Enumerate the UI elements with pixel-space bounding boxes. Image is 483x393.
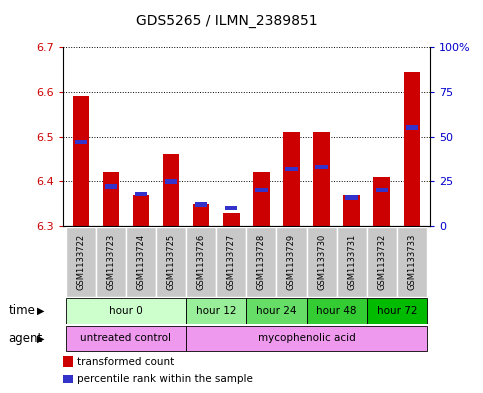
Bar (307, 298, 367, 324)
Bar (406, 125, 418, 130)
Bar (186, 227, 216, 297)
Bar (285, 167, 298, 171)
Text: percentile rank within the sample: percentile rank within the sample (77, 374, 253, 384)
Bar (75, 140, 87, 144)
Bar (345, 195, 358, 200)
Bar (165, 179, 177, 184)
Bar (253, 173, 270, 226)
Bar (343, 195, 360, 226)
Text: hour 72: hour 72 (377, 306, 417, 316)
Bar (96, 227, 126, 297)
Bar (367, 227, 397, 297)
Bar (397, 227, 427, 297)
Bar (375, 188, 388, 193)
Bar (313, 132, 330, 226)
Bar (133, 195, 149, 226)
Bar (403, 72, 420, 226)
Bar (216, 227, 246, 297)
Bar (276, 227, 307, 297)
Bar (223, 213, 240, 226)
Bar (66, 298, 186, 324)
Text: transformed count: transformed count (77, 357, 174, 367)
Bar (367, 298, 427, 324)
Bar (195, 202, 207, 207)
Bar (315, 165, 328, 169)
Bar (255, 188, 268, 193)
Bar (163, 154, 179, 226)
Bar (126, 227, 156, 297)
Bar (186, 298, 246, 324)
Text: ▶: ▶ (37, 306, 45, 316)
Bar (66, 325, 186, 351)
Text: hour 12: hour 12 (196, 306, 237, 316)
Text: ▶: ▶ (37, 333, 45, 343)
Text: untreated control: untreated control (81, 333, 171, 343)
Text: GSM1133727: GSM1133727 (227, 233, 236, 290)
Bar (337, 227, 367, 297)
Bar (103, 173, 119, 226)
Bar (307, 227, 337, 297)
Text: GSM1133729: GSM1133729 (287, 234, 296, 290)
Bar (246, 298, 307, 324)
Text: GSM1133723: GSM1133723 (106, 233, 115, 290)
Bar (193, 204, 210, 226)
Text: GSM1133724: GSM1133724 (137, 234, 145, 290)
Bar (283, 132, 300, 226)
Text: hour 24: hour 24 (256, 306, 297, 316)
Bar (373, 177, 390, 226)
Bar (135, 191, 147, 196)
Text: GDS5265 / ILMN_2389851: GDS5265 / ILMN_2389851 (136, 14, 318, 28)
Text: GSM1133725: GSM1133725 (167, 234, 176, 290)
Bar (72, 96, 89, 226)
Bar (156, 227, 186, 297)
Text: GSM1133728: GSM1133728 (257, 233, 266, 290)
Bar (186, 325, 427, 351)
Bar (225, 206, 238, 210)
Text: hour 48: hour 48 (316, 306, 357, 316)
Text: GSM1133732: GSM1133732 (377, 233, 386, 290)
Text: agent: agent (8, 332, 43, 345)
Text: GSM1133731: GSM1133731 (347, 233, 356, 290)
Text: GSM1133730: GSM1133730 (317, 233, 326, 290)
Bar (246, 227, 276, 297)
Text: GSM1133722: GSM1133722 (76, 234, 85, 290)
Text: time: time (8, 304, 35, 318)
Text: hour 0: hour 0 (109, 306, 143, 316)
Bar (66, 227, 96, 297)
Text: mycophenolic acid: mycophenolic acid (257, 333, 355, 343)
Text: GSM1133733: GSM1133733 (407, 233, 416, 290)
Text: GSM1133726: GSM1133726 (197, 233, 206, 290)
Bar (105, 184, 117, 189)
